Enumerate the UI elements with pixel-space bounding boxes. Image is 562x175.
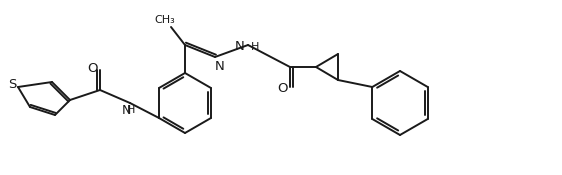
- Text: H: H: [251, 42, 260, 52]
- Text: H: H: [127, 105, 135, 115]
- Text: O: O: [277, 82, 287, 96]
- Text: S: S: [8, 79, 16, 92]
- Text: N: N: [121, 103, 131, 117]
- Text: N: N: [235, 40, 245, 54]
- Text: O: O: [87, 61, 97, 75]
- Text: CH₃: CH₃: [155, 15, 175, 25]
- Text: N: N: [215, 60, 225, 72]
